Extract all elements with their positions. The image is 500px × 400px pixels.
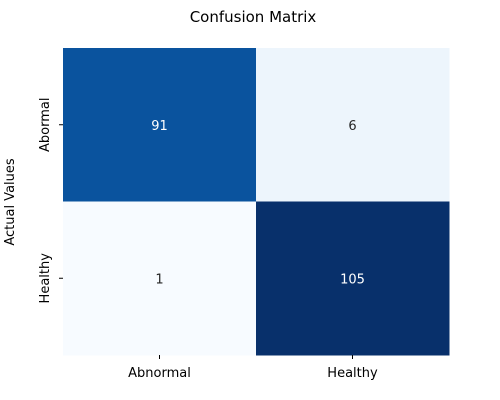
y-axis-ticks: Abormal Healthy bbox=[38, 98, 63, 304]
heatmap-cells bbox=[63, 48, 450, 356]
cell-value-r1-c1: 105 bbox=[340, 272, 365, 287]
x-tick-label: Healthy bbox=[327, 366, 378, 381]
heatmap-cell-r0-c1 bbox=[256, 48, 450, 202]
y-tick-label: Abormal bbox=[38, 98, 53, 152]
heatmap-cell-r1-c0 bbox=[63, 201, 257, 356]
x-tick-label: Abnormal bbox=[128, 366, 191, 381]
heatmap-cell-labels: 91 6 1 105 bbox=[151, 119, 365, 288]
heatmap-cell-r1-c1 bbox=[256, 201, 450, 356]
chart-title: Confusion Matrix bbox=[190, 8, 317, 26]
cell-value-r0-c0: 91 bbox=[151, 119, 168, 134]
heatmap-cell-r0-c0 bbox=[63, 48, 257, 202]
x-axis-ticks: Abnormal Healthy bbox=[128, 355, 378, 381]
y-tick-label: Healthy bbox=[38, 253, 53, 304]
cell-value-r1-c0: 1 bbox=[155, 272, 163, 287]
y-axis-label: Actual Values bbox=[3, 158, 18, 246]
cell-value-r0-c1: 6 bbox=[348, 119, 356, 134]
